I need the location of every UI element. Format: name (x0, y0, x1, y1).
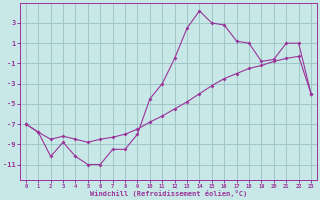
X-axis label: Windchill (Refroidissement éolien,°C): Windchill (Refroidissement éolien,°C) (90, 190, 247, 197)
